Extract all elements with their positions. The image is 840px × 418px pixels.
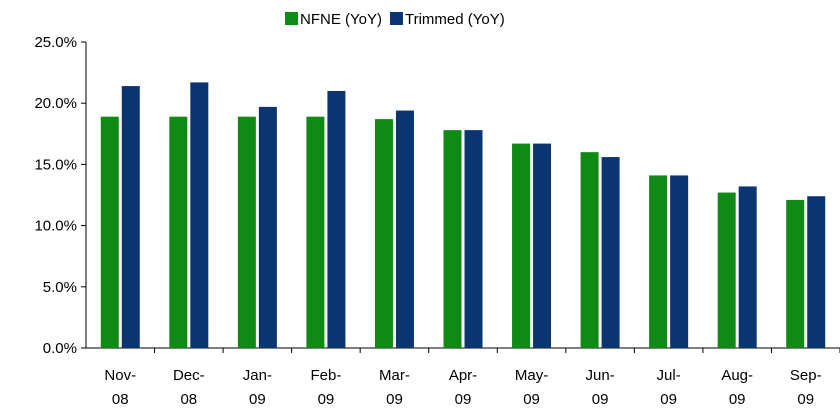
- x-tick-label: Apr-09: [449, 367, 477, 408]
- bar: [533, 143, 552, 348]
- x-tick-label: Jul-09: [657, 367, 681, 408]
- x-tick-label: Sep-09: [790, 367, 822, 408]
- bar: [512, 143, 531, 348]
- y-tick-label: 15.0%: [34, 156, 77, 173]
- bar: [464, 130, 483, 348]
- bar: [190, 82, 209, 348]
- y-tick-label: 20.0%: [34, 95, 77, 112]
- bar: [649, 175, 668, 348]
- legend-swatch: [389, 12, 403, 25]
- x-tick-label: Dec-08: [173, 367, 205, 408]
- y-tick-label: 10.0%: [34, 218, 77, 235]
- x-tick-label: Jan-09: [243, 367, 272, 408]
- bar: [327, 90, 346, 349]
- bar: [100, 116, 119, 348]
- legend-label: Trimmed (YoY): [405, 11, 505, 28]
- bar: [717, 192, 736, 348]
- legend-swatch: [285, 12, 298, 25]
- bar: [121, 86, 140, 349]
- bar: [395, 110, 414, 348]
- legend-label: NFNE (YoY): [300, 11, 382, 28]
- x-tick-label: Mar-09: [379, 367, 410, 408]
- bar: [258, 106, 277, 348]
- bar: [738, 186, 757, 348]
- x-tick-label: Nov-08: [104, 367, 136, 408]
- x-tick-label: Aug-09: [721, 367, 753, 408]
- y-tick-label: 5.0%: [43, 279, 77, 296]
- bar: [237, 116, 256, 348]
- bar: [306, 116, 325, 348]
- bar: [786, 199, 805, 348]
- x-tick-label: Feb-09: [310, 367, 341, 408]
- bar: [169, 116, 188, 348]
- y-tick-label: 25.0%: [34, 34, 77, 51]
- bar: [670, 175, 689, 348]
- bar: [580, 152, 599, 348]
- bar: [374, 119, 393, 348]
- bar: [601, 157, 620, 348]
- bar: [443, 130, 462, 348]
- x-tick-label: May-09: [515, 367, 548, 408]
- y-tick-label: 0.0%: [43, 340, 77, 357]
- bar: [807, 196, 826, 348]
- x-tick-label: Jun-09: [585, 367, 614, 408]
